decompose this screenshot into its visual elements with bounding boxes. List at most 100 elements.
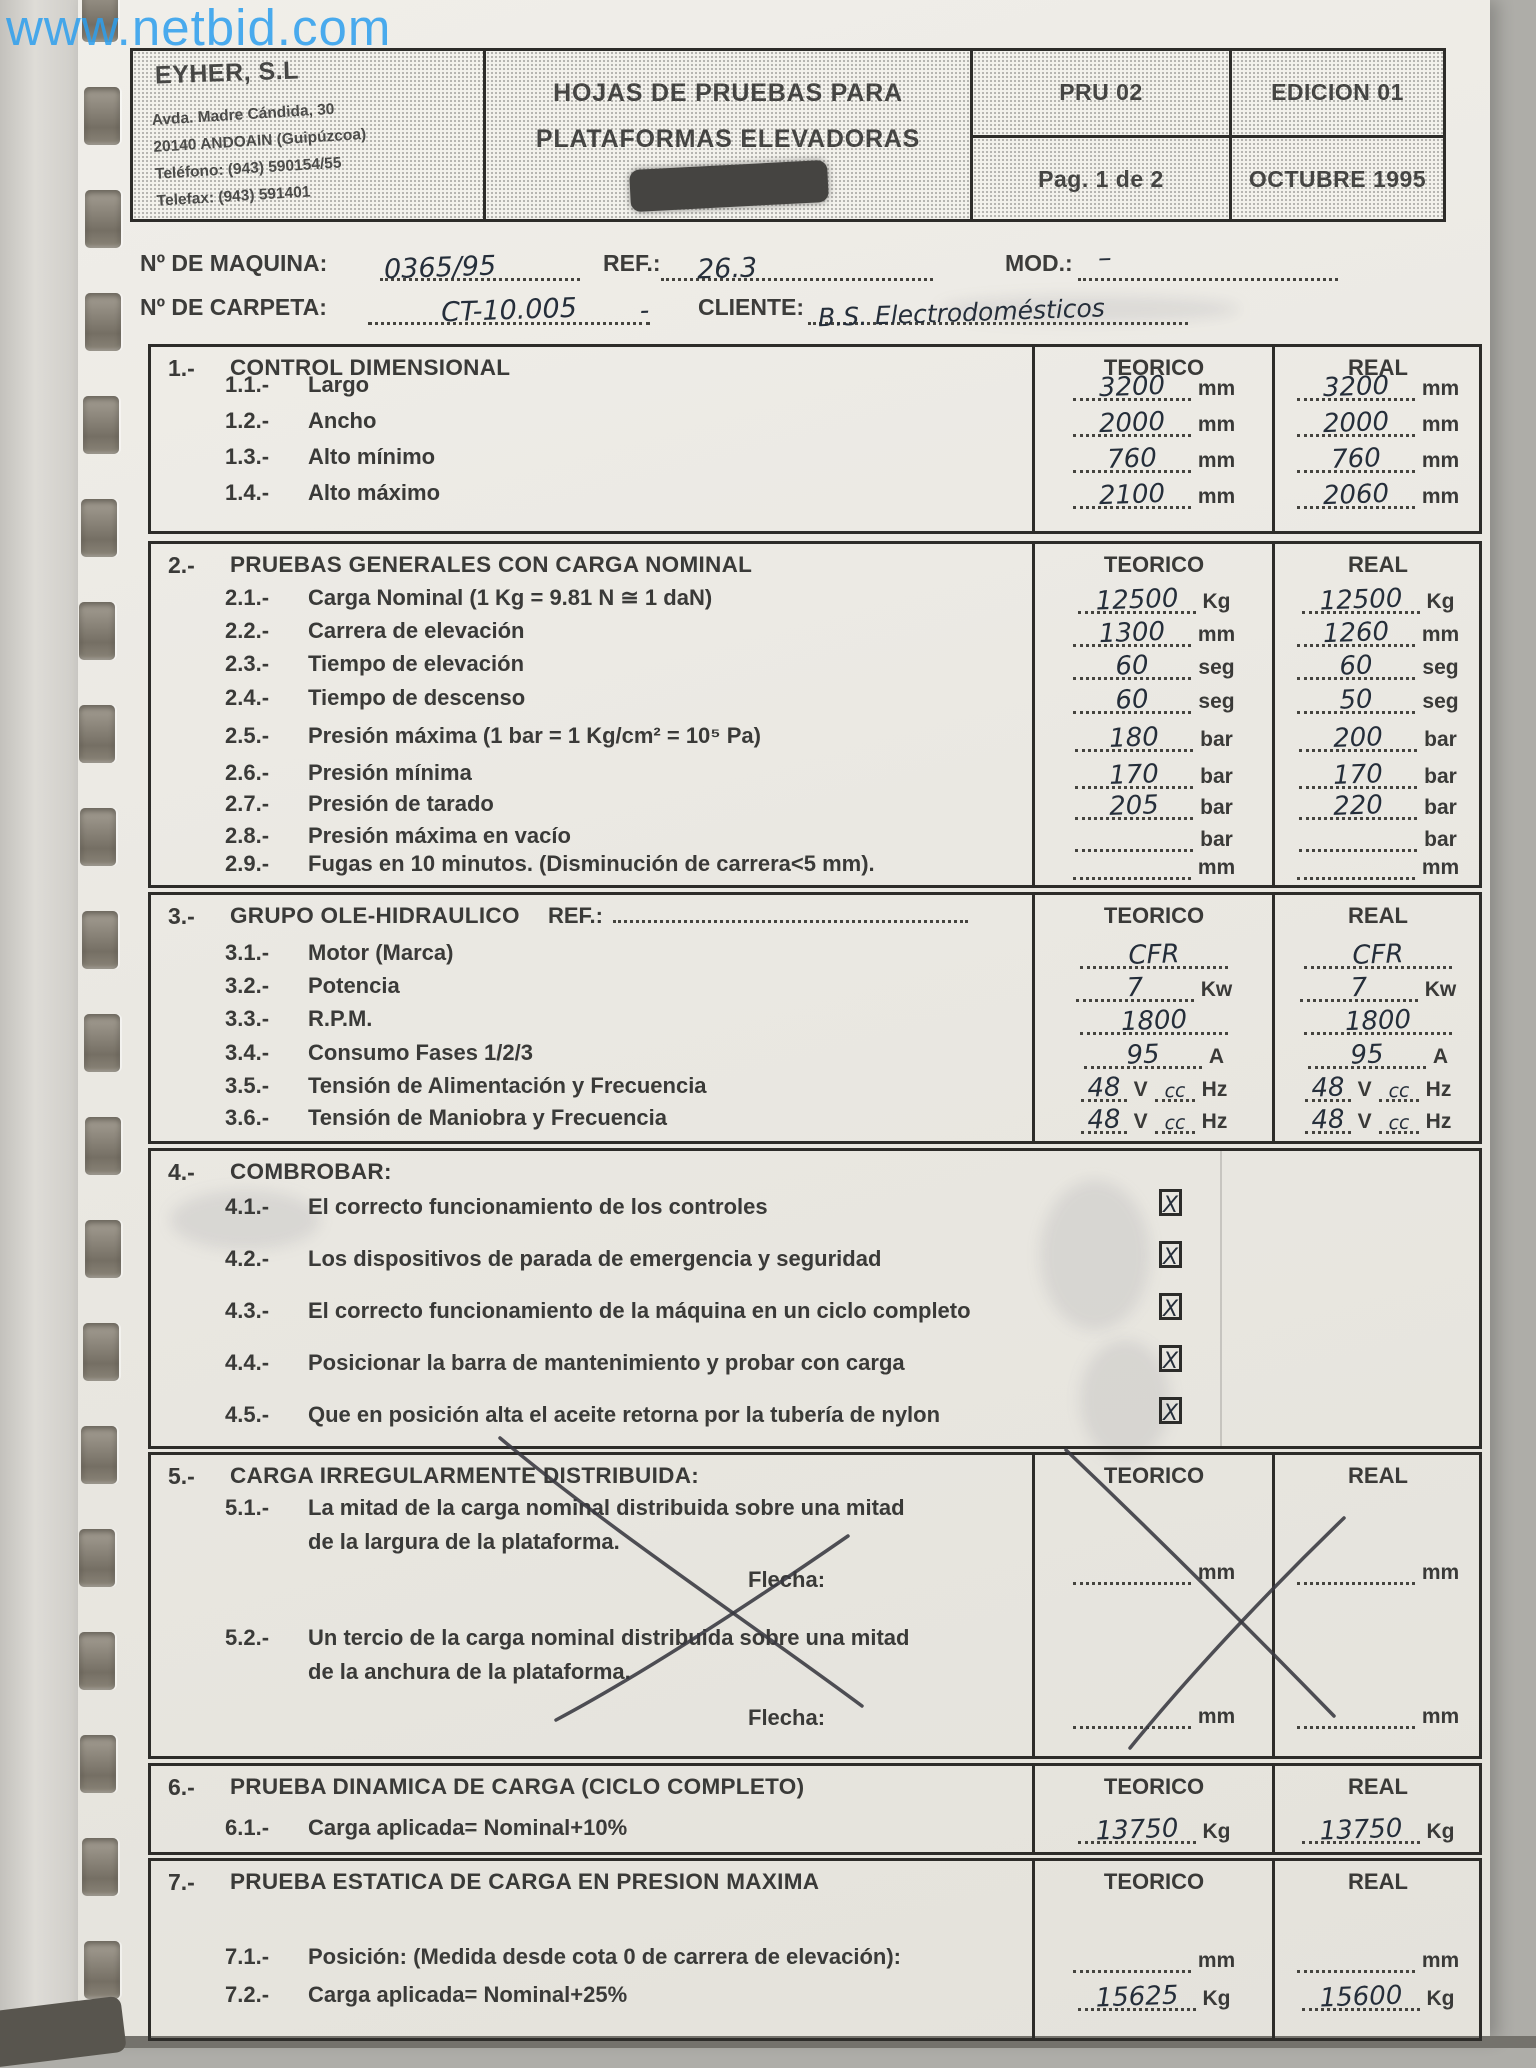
real-value: 50 [1339,684,1374,716]
row-label: Fugas en 10 minutos. (Disminución de car… [308,851,875,876]
row-label: Carga aplicada= Nominal+25% [308,1982,628,2007]
unit-label: seg [1422,689,1459,713]
teorico-value: 760 [1106,443,1158,475]
teorico-value: 15625 [1094,1980,1179,2014]
unit-label: mm [1421,376,1460,400]
doc-date-cell: OCTUBRE 1995 [1229,135,1443,219]
row-label: Largo [308,372,370,397]
col-header-teorico: TEORICO [1103,903,1205,928]
dotted-line: 3200 [1296,371,1415,403]
teorico-value: 7 [1125,972,1144,1004]
unit-label: Hz [1425,1109,1452,1133]
real-value: 2060 [1322,478,1390,512]
row-label: Carrera de elevación [308,618,525,643]
row-number: 2.7.- [225,791,270,816]
dotted-line: 60 [1073,650,1192,682]
folder-number-value: CT-10.005 [440,292,578,329]
teorico-cell: 3200 mm [1035,370,1273,404]
row-number: 4.2.- [225,1246,270,1271]
dotted-line [1072,1944,1191,1973]
dotted-line: 3200 [1072,370,1191,404]
unit-label: mm [1197,1948,1236,1972]
dotted-line: 1300 [1072,617,1191,649]
form-row: 4.1.- El correcto funcionamiento de los … [151,1189,1479,1223]
real-value: 7 [1349,972,1368,1004]
dotted-line: 220 [1299,790,1418,822]
real-value: 15600 [1318,1980,1403,2014]
dotted-line: 760 [1072,443,1191,475]
checkbox: X [1159,1345,1182,1374]
doc-code: PRU 02 [1059,79,1143,105]
unit-label: bar [1200,764,1233,788]
row-label: Carga aplicada= Nominal+10% [308,1815,628,1840]
ref-value: 26.3 [696,252,758,286]
column-divider [1032,895,1035,1141]
real-cell: 2060 mm [1275,478,1481,512]
unit-label: seg [1198,689,1235,713]
unit-label: mm [1421,484,1460,508]
teorico-value [1073,877,1191,881]
real-value [1297,1582,1415,1586]
row-number: 4.4.- [225,1350,270,1375]
form-row: 7.2.- Carga aplicada= Nominal+25% 15625 K… [151,1977,1479,2014]
teorico-value: 2000 [1098,406,1166,440]
checkbox-mark: X [1162,1349,1179,1374]
section-grupo-hidraulico: 3.- GRUPO OLE-HIDRAULICO REF.: TEORICO R… [148,892,1482,1144]
row-number: 3.5.- [225,1073,270,1098]
teorico-value [1073,1726,1191,1730]
ref-label: REF.: [603,250,661,276]
section-number: 4.- [168,1159,195,1185]
column-divider [1032,544,1035,885]
doc-code-cell: PRU 02 [970,51,1229,135]
section-number: 1.- [168,355,195,381]
col-header-teorico: TEORICO [1103,1463,1205,1488]
dotted-line: 48 [1304,1104,1351,1136]
faint-column-line [1220,1151,1222,1446]
unit-label: Kg [1426,1986,1455,2010]
row-label: R.P.M. [308,1006,373,1031]
real-value [1297,1726,1415,1730]
row-number: 5.2.- [225,1625,270,1650]
row-label: Presión máxima en vacío [308,823,571,848]
unit-label: V [1357,1109,1372,1133]
row-label: Carga Nominal (1 Kg = 9.81 N ≅ 1 daN) [308,585,713,610]
unit-label: mm [1421,1560,1460,1584]
teorico-value: 3200 [1098,370,1166,404]
form-row: 6.1.- Carga aplicada= Nominal+10% 13750 K… [151,1810,1479,1847]
teorico-value: 180 [1108,722,1160,754]
form-row: 2.6.- Presión mínima 170 bar 170 bar [151,755,1479,791]
real-cell: 760 mm [1275,443,1481,475]
teorico-cell: 180 bar [1035,722,1273,754]
mod-label: MOD.: [1005,250,1073,276]
real-value [1297,1970,1415,1974]
row-number: 4.3.- [225,1298,270,1323]
unit-label: bar [1424,727,1457,751]
row-label: Alto mínimo [308,444,436,469]
checkbox: X [1159,1241,1182,1269]
mod-field: – [1078,242,1338,281]
teorico-cell: 95 A [1035,1039,1273,1071]
row-number: 1.1.- [225,372,270,397]
real-value: 48 [1310,1104,1345,1136]
unit-label: Hz [1425,1077,1452,1101]
section-pruebas-generales: 2.- PRUEBAS GENERALES CON CARGA NOMINAL … [148,541,1482,888]
column-divider [1032,1766,1035,1852]
row-number: 1.2.- [225,408,270,433]
dotted-line [1299,823,1418,852]
unit-label: bar [1424,827,1457,851]
section-number: 7.- [168,1869,195,1895]
dotted-line [1296,851,1415,880]
real-value: 760 [1330,443,1382,475]
section-prueba-dinamica: 6.- PRUEBA DINAMICA DE CARGA (CICLO COMP… [148,1763,1482,1855]
dotted-line: 760 [1296,443,1415,475]
teorico-cell: 760 mm [1035,443,1273,475]
teorico-value: 12500 [1094,583,1179,617]
row-label: Que en posición alta el aceite retorna p… [308,1402,941,1427]
unit-label: seg [1422,655,1459,679]
teorico-value: 1800 [1120,1004,1188,1038]
dotted-line: CFR [1080,939,1228,971]
col-header-real: REAL [1348,1774,1408,1799]
form-header: EYHER, S.L Avda. Madre Cándida, 30 20140… [130,48,1446,222]
unit-label: V [1133,1077,1148,1101]
unit-label: mm [1421,855,1460,879]
